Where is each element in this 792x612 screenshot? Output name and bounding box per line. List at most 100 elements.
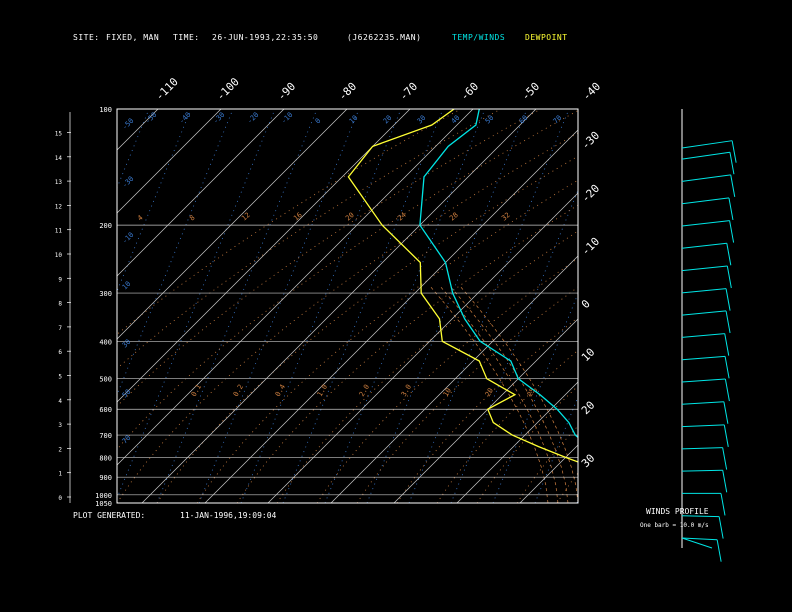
isotherm-line — [709, 109, 792, 503]
isotherm-line — [456, 381, 578, 503]
isotherm-line — [117, 109, 411, 403]
mixing-label-upper: 12 — [240, 211, 252, 223]
mixing-label-lower: 2.0 — [358, 383, 371, 398]
height-tick-label: 11 — [55, 228, 63, 235]
isotherm-line — [267, 192, 578, 503]
wind-barb-shaft — [681, 355, 726, 361]
mixing-ratio-line — [408, 109, 570, 503]
height-tick-label: 3 — [58, 422, 62, 429]
temperature-curve — [419, 109, 578, 439]
pressure-tick-label: 400 — [99, 338, 112, 346]
mixing-label-lower: 20 — [484, 387, 495, 398]
height-tick-label: 2 — [58, 446, 62, 453]
wind-barb-flag — [722, 470, 728, 493]
moist-adiabat — [450, 286, 569, 503]
mixing-ratio-line — [576, 499, 578, 503]
mixing-ratio-line — [117, 109, 192, 293]
wind-barb-flag — [723, 424, 729, 447]
right-temperature-label: 20 — [579, 399, 598, 418]
mixing-label-lower: 10 — [442, 387, 453, 398]
top-temperature-label: -80 — [336, 80, 359, 103]
isotherm-line — [117, 109, 348, 340]
mixing-label-upper: 24 — [396, 211, 408, 223]
mixing-label-lower: 0.4 — [274, 383, 287, 398]
height-tick-label: 4 — [58, 398, 62, 405]
mixing-label-upper: 16 — [292, 211, 304, 223]
legend-dewpoint: DEWPOINT — [525, 33, 568, 42]
top-temperature-label: -40 — [580, 80, 603, 103]
mixing-label-lower: 0.2 — [232, 383, 245, 398]
pressure-tick-label: 300 — [99, 290, 112, 298]
mixing-ratio-line — [450, 189, 578, 503]
adiabat-label-top: -20 — [246, 111, 261, 126]
isotherm-line — [204, 129, 578, 503]
adiabat-label-top: 50 — [484, 114, 496, 126]
isotherm-line — [117, 109, 474, 466]
adiabat-label-left: -30 — [121, 175, 136, 190]
mixing-ratio-line — [240, 109, 402, 503]
adiabat-label-top: 10 — [348, 114, 360, 126]
wind-barb-flag — [731, 140, 737, 163]
mixing-ratio-line — [0, 109, 107, 503]
time-label: TIME: — [173, 33, 200, 42]
height-tick-label: 5 — [58, 374, 62, 381]
adiabat-label-left: 10 — [121, 280, 133, 292]
wind-barb-shaft — [681, 537, 713, 549]
wind-barb-shaft — [681, 537, 718, 541]
isotherm-line — [646, 109, 792, 503]
adiabat-label-left: 50 — [121, 388, 133, 400]
wind-barb-shaft — [681, 220, 730, 227]
wind-barb-shaft — [681, 288, 727, 294]
plot-generated-value: 11-JAN-1996,19:09:04 — [180, 511, 277, 520]
height-tick-label: 6 — [58, 349, 62, 356]
wind-barb-shaft — [681, 310, 727, 316]
mixing-ratio-line — [366, 109, 528, 503]
adiabat-label-top: 0 — [314, 117, 323, 126]
time-value: 26-JUN-1993,22:35:50 — [212, 33, 319, 42]
wind-barb-flag — [724, 333, 730, 356]
file-name: (J6262235.MAN) — [347, 33, 422, 42]
dry-adiabat — [436, 349, 578, 503]
winds-profile-title: WINDS PROFILE — [646, 507, 709, 516]
height-tick-label: 0 — [58, 495, 62, 502]
pressure-tick-label: 900 — [99, 474, 112, 482]
wind-barb-flag — [728, 197, 734, 220]
mixing-ratio-line — [324, 109, 486, 503]
height-tick-label: 7 — [58, 325, 62, 332]
height-tick-label: 14 — [55, 155, 63, 162]
legend-temp: TEMP/WINDS — [452, 33, 506, 42]
dry-adiabat — [597, 109, 792, 503]
dewpoint-curve — [347, 109, 578, 463]
adiabat-label-left: -50 — [121, 117, 136, 132]
height-tick-label: 9 — [58, 276, 62, 283]
mixing-label-upper: 20 — [344, 211, 356, 223]
site-value: FIXED, MAN — [106, 33, 160, 42]
right-temperature-label: -20 — [579, 182, 602, 205]
wind-barb-flag — [724, 378, 730, 402]
top-temperature-label: -100 — [214, 75, 242, 103]
height-tick-label: 1 — [58, 471, 62, 478]
adiabat-label-left: -10 — [121, 231, 136, 246]
wind-barb-flag — [730, 174, 736, 197]
wind-barb-flag — [726, 243, 732, 266]
wind-barb-shaft — [681, 151, 730, 160]
wind-barb-flag — [725, 310, 731, 334]
wind-barb-flag — [724, 356, 730, 379]
pressure-tick-label: 500 — [99, 376, 112, 384]
top-temperature-label: -110 — [153, 75, 181, 103]
mixing-label-lower: 25 — [526, 387, 537, 398]
pressure-tick-label: 1050 — [95, 500, 112, 508]
mixing-ratio-line — [534, 396, 578, 503]
right-temperature-label: 0 — [579, 297, 593, 311]
wind-barb-shaft — [681, 424, 725, 428]
height-tick-label: 8 — [58, 301, 62, 308]
top-temperature-label: -60 — [458, 80, 481, 103]
plot-generated-label: PLOT GENERATED: — [73, 511, 146, 520]
right-temperature-label: 30 — [579, 452, 598, 471]
wind-barb-flag — [729, 152, 735, 175]
height-tick-label: 15 — [55, 131, 63, 138]
top-temperature-label: -90 — [275, 80, 298, 103]
dry-adiabat — [516, 425, 578, 503]
winds-profile-note: One barb = 10.0 m/s — [640, 522, 709, 529]
